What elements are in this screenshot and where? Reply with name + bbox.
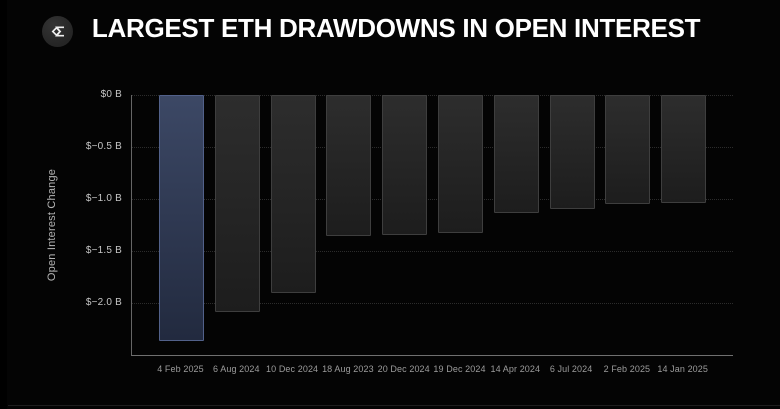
- left-edge-strip: [0, 0, 7, 409]
- y-axis-title: Open Interest Change: [46, 168, 58, 282]
- bar-6-jul-2024[interactable]: [549, 95, 595, 210]
- x-axis-label: 19 Dec 2024: [433, 364, 486, 374]
- bottom-divider: [8, 405, 780, 406]
- gridline: [132, 251, 733, 252]
- bar-14-jan-2025[interactable]: [661, 95, 707, 204]
- chart-title: LARGEST ETH DRAWDOWNS IN OPEN INTEREST: [91, 13, 701, 43]
- x-axis-label: 10 Dec 2024: [266, 364, 319, 374]
- bar-14-apr-2024[interactable]: [493, 95, 539, 213]
- x-axis-label: 2 Feb 2025: [603, 364, 651, 374]
- bar-20-dec-2024[interactable]: [382, 95, 428, 236]
- gridline: [132, 147, 733, 148]
- plot-area: [131, 95, 733, 356]
- x-axis-label: 14 Jan 2025: [657, 364, 709, 374]
- y-tick-label: $−2.0 B: [85, 297, 122, 308]
- gridline: [132, 199, 733, 200]
- x-axis-label: 20 Dec 2024: [377, 364, 430, 374]
- bar-6-aug-2024[interactable]: [214, 95, 260, 313]
- x-axis-label: 14 Apr 2024: [490, 364, 541, 374]
- bar-2-feb-2025[interactable]: [605, 95, 651, 205]
- gridline: [132, 303, 733, 304]
- app-logo[interactable]: [42, 16, 73, 47]
- sigma-diamond-icon: [51, 26, 65, 37]
- gridline: [132, 95, 733, 96]
- bar-19-dec-2024[interactable]: [438, 95, 483, 234]
- y-tick-label: $−1.0 B: [85, 193, 122, 204]
- x-axis-label: 18 Aug 2023: [322, 364, 374, 374]
- bar-highlighted-4-feb-2025[interactable]: [159, 95, 204, 342]
- x-axis-label: 6 Aug 2024: [213, 364, 260, 374]
- x-axis-label: 6 Jul 2024: [549, 364, 593, 374]
- bar-10-dec-2024[interactable]: [270, 95, 316, 293]
- y-tick-label: $−0.5 B: [85, 141, 122, 152]
- x-axis-label: 4 Feb 2025: [157, 364, 204, 374]
- y-tick-label: $−1.5 B: [85, 245, 122, 256]
- bar-18-aug-2023[interactable]: [326, 95, 372, 237]
- y-tick-label: $0 B: [100, 89, 122, 100]
